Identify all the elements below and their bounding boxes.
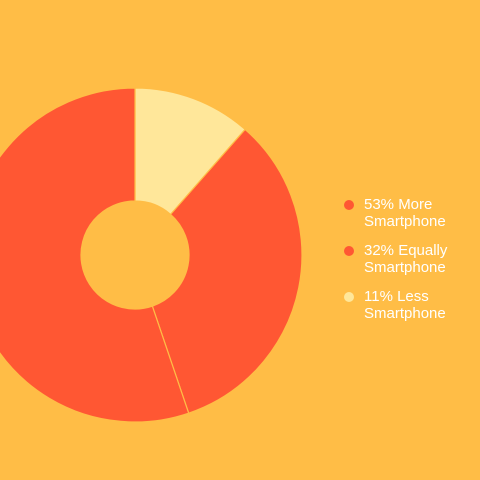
legend-dot-icon xyxy=(344,246,354,256)
legend-dot-icon xyxy=(344,200,354,210)
legend-item: 32% Equally Smartphone xyxy=(342,242,480,276)
donut-slices xyxy=(0,87,303,423)
legend-dot-icon xyxy=(344,292,354,302)
legend-label: 32% Equally Smartphone xyxy=(364,242,448,276)
legend-item: 11% Less Smartphone xyxy=(342,288,480,322)
legend-label: 11% Less Smartphone xyxy=(364,288,446,322)
slice-less-smartphone xyxy=(134,87,246,216)
legend-label: 53% More Smartphone xyxy=(364,196,446,230)
slice-more-smartphone xyxy=(0,87,190,423)
slice-equally-smartphone xyxy=(151,128,303,414)
chart-legend: 53% More Smartphone 32% Equally Smartphon… xyxy=(342,196,480,334)
legend-item: 53% More Smartphone xyxy=(342,196,480,230)
